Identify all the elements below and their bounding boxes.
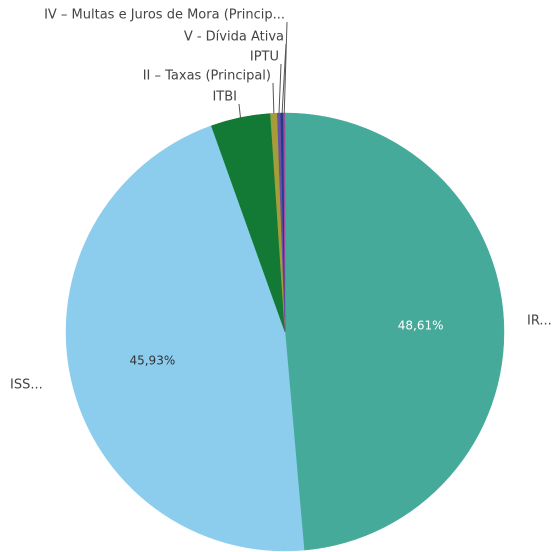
leader-line [278,63,282,114]
slice-label: ISS... [10,378,43,393]
slice-label: IR... [527,314,552,329]
pie-slice [284,112,505,551]
leader-line [272,82,275,114]
leader-line [238,103,241,118]
value-label: 48,61% [398,319,444,333]
value-label: 45,93% [129,353,175,367]
slice-label: II – Taxas (Principal) [143,69,271,84]
leader-line [283,21,288,114]
slice-label: IPTU [250,50,279,65]
slice-label: V - Dívida Ativa [184,30,284,45]
pie-slice [65,125,305,552]
leader-line [281,43,287,114]
slice-label: IV – Multas e Juros de Mora (Princip... [44,8,285,23]
slice-label: ITBI [212,90,237,105]
